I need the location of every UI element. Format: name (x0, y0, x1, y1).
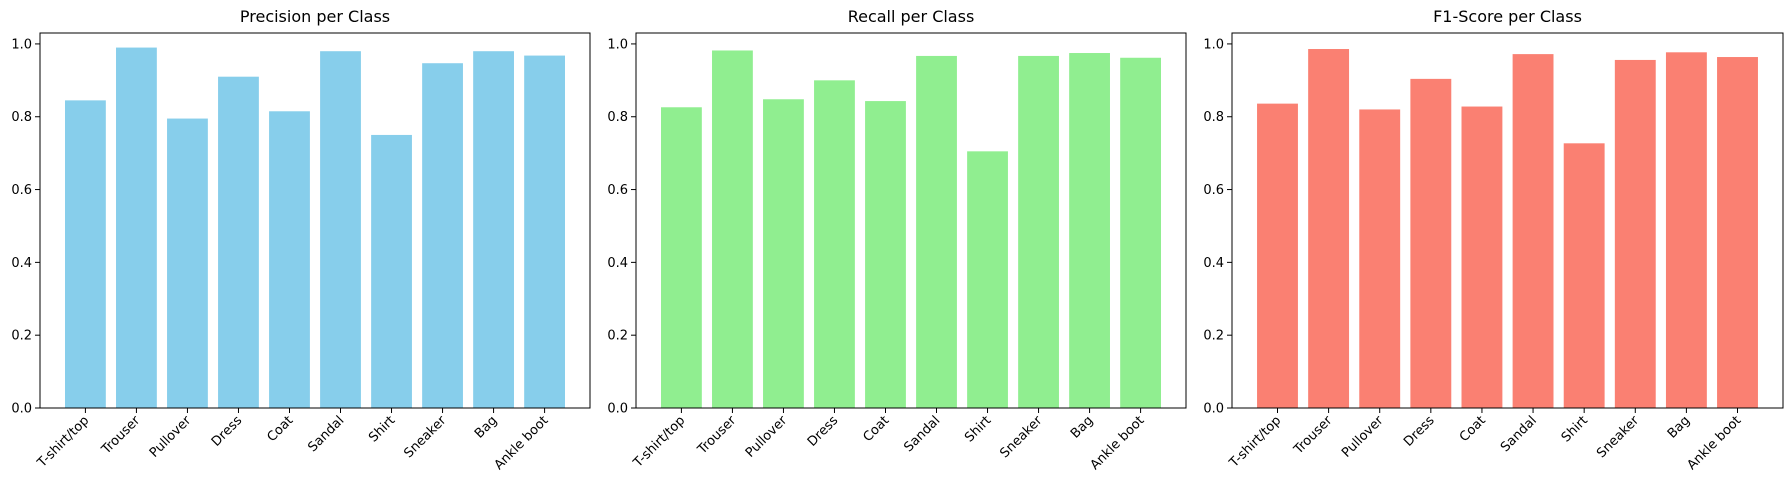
x-tick-label: Sandal (1498, 413, 1540, 455)
bar-pullover (763, 99, 804, 408)
x-tick-label: Shirt (1559, 413, 1591, 445)
x-tick-label: Trouser (98, 413, 143, 458)
bar-sneaker (1018, 55, 1059, 409)
bar-sandal (1512, 54, 1554, 408)
x-tick-label: T-shirt/top (1226, 413, 1284, 471)
bar-t-shirt-top (65, 100, 106, 408)
x-tick-label: Shirt (366, 413, 398, 445)
y-tick-label: 0.2 (607, 329, 628, 344)
x-tick-label: Ankle boot (1684, 413, 1744, 473)
x-tick-label: Trouser (694, 413, 739, 458)
bar-coat (865, 101, 906, 409)
chart-title: F1-Score per Class (1433, 7, 1582, 26)
y-tick-label: 0.4 (1203, 256, 1224, 271)
y-tick-label: 0.8 (1203, 110, 1224, 125)
x-tick-label: T-shirt/top (630, 413, 688, 471)
bar-shirt (371, 134, 412, 408)
x-tick-label: Trouser (1291, 413, 1336, 458)
y-tick-label: 1.0 (1203, 37, 1224, 52)
x-tick-label: Bag (1068, 413, 1096, 441)
x-tick-label: Sneaker (401, 413, 449, 461)
x-tick-label: Coat (1457, 413, 1489, 445)
bar-sneaker (422, 63, 463, 408)
x-tick-label: Sneaker (1594, 413, 1642, 461)
x-tick-label: Dress (805, 413, 842, 450)
x-tick-label: T-shirt/top (34, 413, 92, 471)
y-tick-label: 0.4 (11, 256, 32, 271)
bar-bag (1069, 53, 1110, 409)
x-tick-label: Bag (472, 413, 500, 441)
bar-ankle-boot (524, 55, 565, 408)
x-tick-label: Pullover (147, 413, 195, 461)
bar-bag (473, 51, 514, 408)
bar-shirt (967, 151, 1008, 408)
bar-coat (269, 111, 310, 408)
bar-sandal (916, 55, 957, 409)
bar-ankle-boot (1717, 57, 1758, 409)
y-tick-label: 0.0 (607, 402, 628, 417)
y-tick-label: 0.0 (11, 402, 32, 417)
x-tick-label: Dress (209, 413, 246, 450)
bar-shirt (1563, 143, 1605, 408)
bar-trouser (116, 47, 157, 408)
y-tick-label: 1.0 (11, 37, 32, 52)
bar-trouser (712, 50, 753, 408)
bar-pullover (167, 118, 208, 408)
chart-title: Precision per Class (240, 7, 390, 26)
chart-panel-3: 0.0 0.2 0.4 0.6 0.8 1.0 T-shirt/top Trouser Pull… (1203, 7, 1784, 473)
axes-frame (635, 32, 1187, 409)
x-tick-label: Pullover (1339, 413, 1387, 461)
chart-title: Recall per Class (848, 7, 975, 26)
x-tick-label: Coat (264, 413, 296, 445)
bar-trouser (1308, 49, 1350, 409)
bar-dress (218, 76, 259, 408)
x-tick-label: Sandal (305, 413, 347, 455)
bar-coat (1461, 106, 1503, 408)
x-tick-label: Pullover (743, 413, 791, 461)
bar-dress (1410, 78, 1452, 409)
bar-pullover (1359, 109, 1401, 409)
y-tick-label: 0.6 (1203, 183, 1224, 198)
chart-panel-2: 0.0 0.2 0.4 0.6 0.8 1.0 T-shirt/top Trouser Pull… (607, 7, 1187, 473)
y-tick-label: 0.6 (607, 183, 628, 198)
bar-dress (814, 80, 855, 409)
y-tick-label: 1.0 (607, 37, 628, 52)
chart-panel-1: 0.0 0.2 0.4 0.6 0.8 1.0 T-shirt/top Trouser Pull… (11, 7, 591, 473)
bar-bag (1665, 52, 1707, 409)
bar-t-shirt-top (661, 107, 702, 408)
y-tick-label: 0.8 (11, 110, 32, 125)
x-tick-label: Shirt (962, 413, 994, 445)
y-tick-label: 0.2 (1203, 329, 1224, 344)
y-tick-label: 0.2 (11, 329, 32, 344)
y-tick-label: 0.8 (607, 110, 628, 125)
y-tick-label: 0.4 (607, 256, 628, 271)
y-tick-label: 0.0 (1203, 402, 1224, 417)
bar-ankle-boot (1120, 57, 1161, 408)
x-tick-label: Dress (1401, 413, 1438, 450)
x-tick-label: Sneaker (997, 413, 1045, 461)
axes-frame (1231, 32, 1784, 409)
y-tick-label: 0.6 (11, 183, 32, 198)
bar-sandal (320, 51, 361, 408)
bar-t-shirt-top (1257, 103, 1298, 408)
axes-frame (39, 32, 591, 409)
x-tick-label: Ankle boot (492, 413, 552, 473)
x-tick-label: Ankle boot (1088, 413, 1148, 473)
bar-sneaker (1614, 59, 1656, 409)
x-tick-label: Bag (1665, 413, 1693, 441)
x-tick-label: Sandal (901, 413, 943, 455)
x-tick-label: Coat (860, 413, 892, 445)
